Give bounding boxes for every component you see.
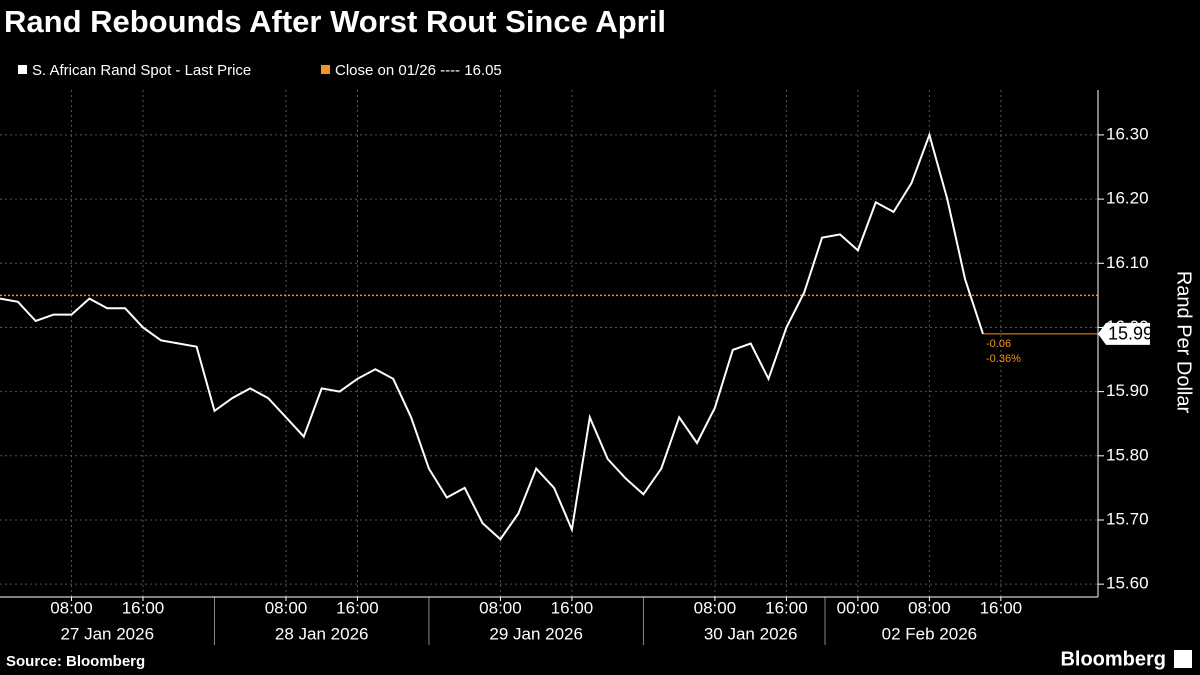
- x-tick-label: 08:00: [694, 598, 737, 617]
- y-tick-label: 16.30: [1106, 124, 1149, 143]
- y-tick-label: 16.10: [1106, 253, 1149, 272]
- x-tick-label: 16:00: [551, 598, 594, 617]
- y-tick-label: 16.20: [1106, 189, 1149, 208]
- y-axis-label: Rand Per Dollar: [1173, 271, 1195, 414]
- x-tick-label: 08:00: [908, 598, 951, 617]
- x-tick-label: 08:00: [50, 598, 93, 617]
- x-tick-label: 16:00: [980, 598, 1023, 617]
- x-date-label: 27 Jan 2026: [60, 624, 154, 643]
- change-annotation: -0.06: [986, 338, 1011, 350]
- x-tick-label: 16:00: [765, 598, 808, 617]
- y-tick-label: 15.80: [1106, 445, 1149, 464]
- x-date-label: 30 Jan 2026: [704, 624, 798, 643]
- legend-label: Close on 01/26 ---- 16.05: [335, 62, 502, 79]
- legend-swatch: [321, 65, 330, 74]
- change-annotation: -0.36%: [986, 353, 1021, 365]
- x-date-label: 02 Feb 2026: [882, 624, 977, 643]
- last-price-box: [1098, 322, 1150, 345]
- x-tick-label: 16:00: [336, 598, 379, 617]
- chart-title: Rand Rebounds After Worst Rout Since Apr…: [4, 4, 666, 39]
- y-tick-label: 15.70: [1106, 509, 1149, 528]
- brand: Bloomberg: [1060, 648, 1166, 670]
- y-tick-label: 15.60: [1106, 574, 1149, 593]
- source: Source: Bloomberg: [6, 653, 145, 670]
- last-price-label: 15.99: [1108, 324, 1153, 344]
- x-tick-label: 16:00: [122, 598, 165, 617]
- x-date-label: 29 Jan 2026: [489, 624, 583, 643]
- legend-label: S. African Rand Spot - Last Price: [32, 62, 251, 79]
- x-date-label: 28 Jan 2026: [275, 624, 369, 643]
- legend-swatch: [18, 65, 27, 74]
- brand-icon: [1174, 650, 1192, 668]
- x-tick-label: 08:00: [265, 598, 308, 617]
- price-line: [0, 131, 984, 541]
- x-tick-label: 00:00: [837, 598, 880, 617]
- y-tick-label: 15.90: [1106, 381, 1149, 400]
- x-tick-label: 08:00: [479, 598, 522, 617]
